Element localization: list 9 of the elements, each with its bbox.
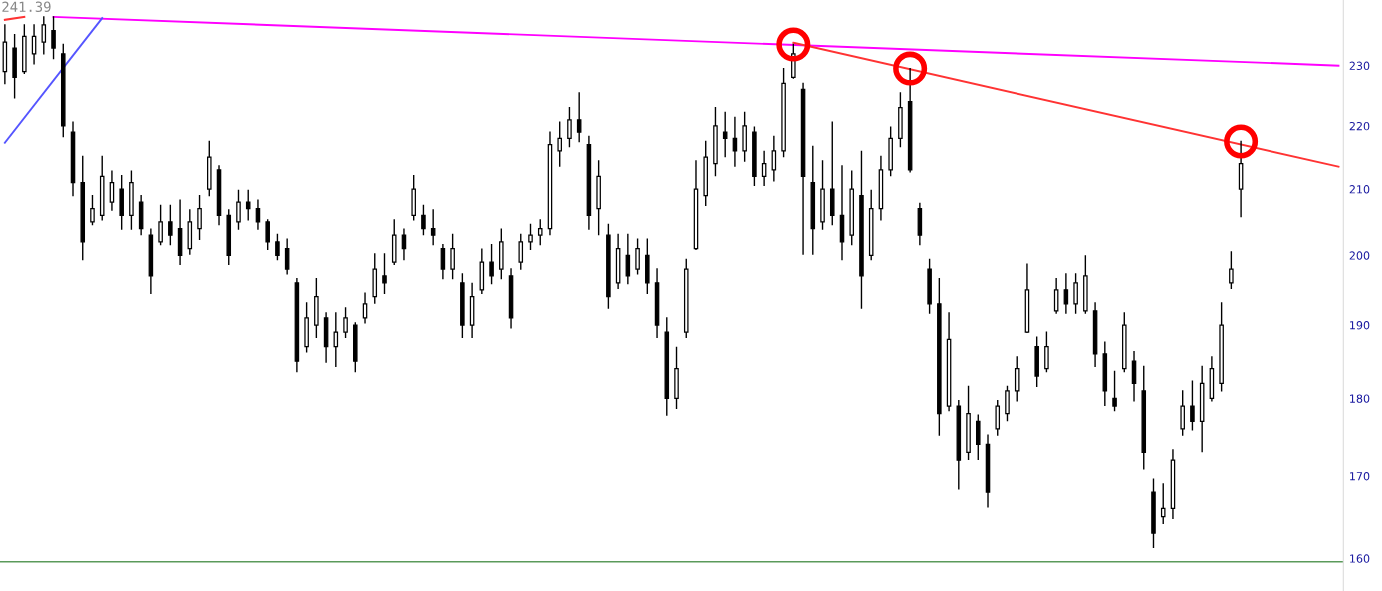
y-tick-label: 160 bbox=[1350, 554, 1370, 563]
annotation: 241.39 bbox=[2, 1, 51, 13]
y-tick-label: 220 bbox=[1349, 121, 1370, 131]
y-tick-label: 230 bbox=[1349, 61, 1370, 71]
y-tick-label: 190 bbox=[1350, 321, 1370, 330]
y-tick-label: 200 bbox=[1349, 251, 1370, 260]
y-tick-label: 180 bbox=[1350, 394, 1370, 403]
y-tick-label: 210 bbox=[1349, 185, 1370, 194]
y-tick-label: 170 bbox=[1350, 472, 1370, 481]
